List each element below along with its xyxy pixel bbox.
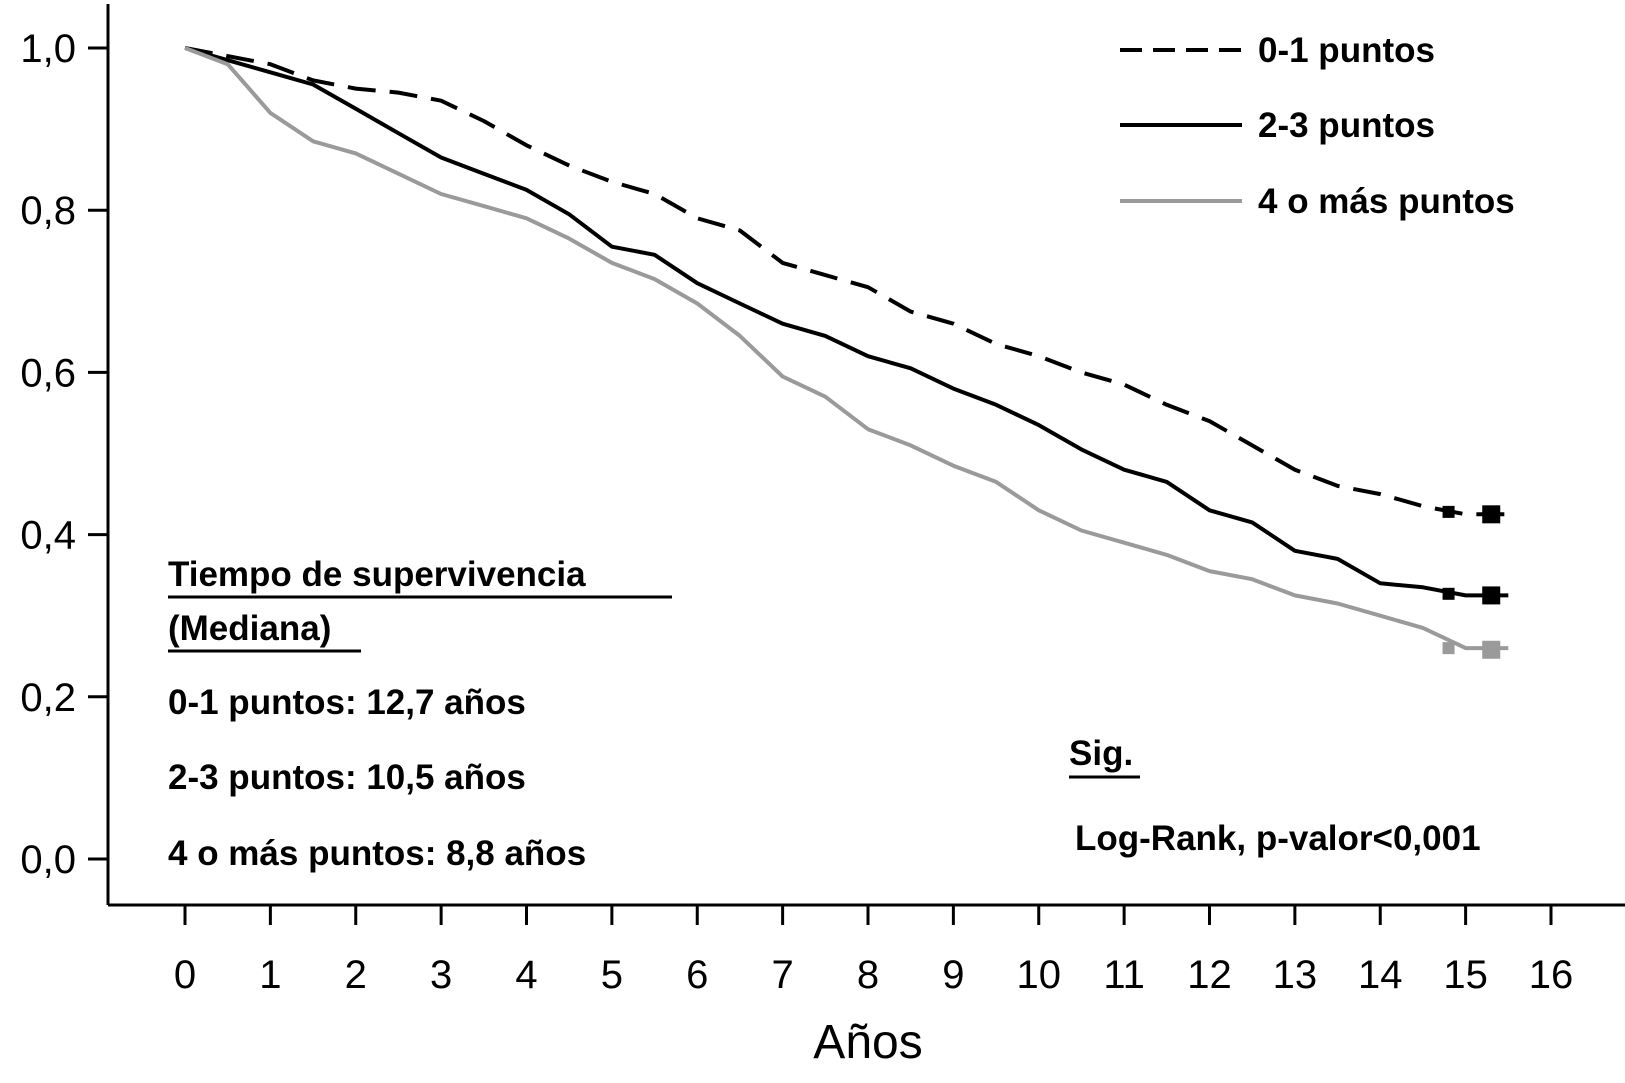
median-header-line-1: Tiempo de supervivencia bbox=[168, 555, 586, 594]
y-tick-label: 0,2 bbox=[20, 676, 76, 720]
x-tick-label: 7 bbox=[772, 953, 794, 997]
y-tick-label: 0,8 bbox=[20, 189, 76, 233]
y-tick-label: 0,0 bbox=[20, 838, 76, 882]
median-header-line-2: (Mediana) bbox=[168, 609, 331, 648]
x-tick-label: 15 bbox=[1443, 953, 1488, 997]
x-tick-label: 6 bbox=[686, 953, 708, 997]
y-tick-label: 0,6 bbox=[20, 351, 76, 395]
x-tick-label: 8 bbox=[857, 953, 879, 997]
median-survival-annotation: Tiempo de supervivencia (Mediana) 0-1 pu… bbox=[168, 555, 672, 873]
x-tick-label: 4 bbox=[515, 953, 537, 997]
censor-mark bbox=[1482, 640, 1501, 659]
x-axis-title: Años bbox=[813, 1016, 922, 1069]
legend-label-0: 0-1 puntos bbox=[1258, 31, 1435, 70]
x-tick-label: 16 bbox=[1529, 953, 1574, 997]
y-ticks: 0,0 0,2 0,4 0,6 0,8 1,0 bbox=[20, 27, 108, 882]
x-tick-label: 2 bbox=[345, 953, 367, 997]
legend-label-2: 4 o más puntos bbox=[1258, 182, 1515, 221]
series-group bbox=[184, 46, 1509, 651]
median-line-0: 0-1 puntos: 12,7 años bbox=[168, 683, 526, 722]
sig-text: Log-Rank, p-valor<0,001 bbox=[1075, 819, 1481, 858]
median-line-2: 4 o más puntos: 8,8 años bbox=[168, 834, 586, 873]
x-tick-label: 10 bbox=[1017, 953, 1062, 997]
x-tick-label: 3 bbox=[430, 953, 452, 997]
sig-header: Sig. bbox=[1069, 734, 1133, 773]
significance-annotation: Sig. Log-Rank, p-valor<0,001 bbox=[1069, 734, 1481, 858]
series-line-0 bbox=[184, 46, 1509, 517]
censor-marks bbox=[1442, 505, 1501, 659]
x-tick-label: 5 bbox=[601, 953, 623, 997]
censor-mark bbox=[1442, 505, 1455, 518]
x-tick-label: 1 bbox=[259, 953, 281, 997]
series-line-2 bbox=[184, 46, 1509, 651]
x-tick-label: 0 bbox=[174, 953, 196, 997]
censor-mark bbox=[1442, 642, 1455, 655]
x-tick-label: 12 bbox=[1187, 953, 1232, 997]
legend-label-1: 2-3 puntos bbox=[1258, 106, 1435, 145]
censor-mark bbox=[1482, 505, 1501, 524]
y-tick-label: 0,4 bbox=[20, 514, 76, 558]
x-tick-label: 13 bbox=[1273, 953, 1318, 997]
series-line-1 bbox=[184, 46, 1509, 598]
censor-mark bbox=[1442, 587, 1455, 600]
x-tick-label: 14 bbox=[1358, 953, 1403, 997]
x-tick-label: 9 bbox=[942, 953, 964, 997]
y-tick-label: 1,0 bbox=[20, 27, 76, 71]
legend: 0-1 puntos 2-3 puntos 4 o más puntos bbox=[1120, 31, 1515, 221]
x-ticks: 0 1 2 3 4 5 6 7 8 9 10 11 12 13 14 15 16 bbox=[174, 905, 1573, 997]
x-tick-label: 11 bbox=[1103, 953, 1145, 997]
median-line-1: 2-3 puntos: 10,5 años bbox=[168, 758, 526, 797]
censor-mark bbox=[1482, 586, 1501, 605]
